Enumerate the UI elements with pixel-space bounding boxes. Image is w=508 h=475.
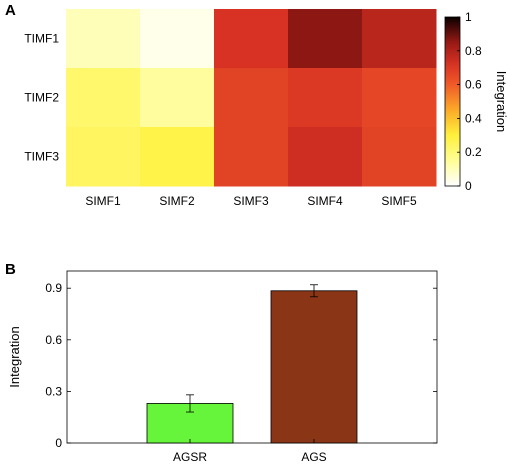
x-tick-label: AGS <box>301 450 326 464</box>
heatmap-y-tick-label: TIMF2 <box>24 91 59 105</box>
heatmap-chart: TIMF1 TIMF2 TIMF3 SIMF1 SIMF2 SIMF3 SIMF4 SIMF5 <box>24 9 437 208</box>
colorbar-tick-label: 0.8 <box>465 44 482 58</box>
bar-chart: 0 0.3 0.6 0.9 AGSR AGS Integration <box>7 270 438 464</box>
colorbar-tick-label: 0.4 <box>465 111 482 125</box>
heatmap-x-tick-label: SIMF3 <box>233 194 269 208</box>
panel-b-label: B <box>5 261 16 278</box>
heatmap-y-tick-label: TIMF1 <box>24 32 59 46</box>
bar <box>270 290 358 444</box>
colorbar-tick-label: 1 <box>465 10 472 24</box>
heatmap-cell <box>288 9 363 69</box>
heatmap-cell <box>288 68 363 128</box>
heatmap-cell <box>362 9 437 69</box>
heatmap-x-tick-label: SIMF4 <box>307 194 343 208</box>
heatmap-cell <box>140 68 215 128</box>
colorbar-bar <box>444 16 461 187</box>
y-axis-label: Integration <box>7 326 22 387</box>
colorbar-tick-label: 0.2 <box>465 145 482 159</box>
heatmap-cell <box>140 127 215 187</box>
heatmap-cell <box>362 127 437 187</box>
heatmap-x-tick-label: SIMF1 <box>85 194 121 208</box>
heatmap-colorbar: 0 0.2 0.4 0.6 0.8 1 Integration <box>444 10 508 193</box>
colorbar-tick-label: 0.6 <box>465 78 482 92</box>
heatmap-x-tick-label: SIMF5 <box>381 194 417 208</box>
colorbar-label: Integration <box>494 71 508 132</box>
heatmap-cell <box>214 68 289 128</box>
y-tick-label: 0 <box>55 436 62 450</box>
heatmap-cell <box>66 127 141 187</box>
heatmap-cell <box>288 127 363 187</box>
heatmap-cell <box>214 127 289 187</box>
panel-a-label: A <box>5 2 16 19</box>
plot-frame <box>66 270 438 444</box>
heatmap-cell <box>66 68 141 128</box>
y-tick-label: 0.9 <box>45 281 62 295</box>
heatmap-cell <box>140 9 215 69</box>
heatmap-x-tick-label: SIMF2 <box>159 194 195 208</box>
y-tick-label: 0.3 <box>45 384 62 398</box>
colorbar-tick-label: 0 <box>465 179 472 193</box>
y-tick-label: 0.6 <box>45 333 62 347</box>
x-tick-label: AGSR <box>173 450 207 464</box>
heatmap-cell <box>214 9 289 69</box>
heatmap-y-tick-label: TIMF3 <box>24 150 59 164</box>
heatmap-cell <box>66 9 141 69</box>
heatmap-cell <box>362 68 437 128</box>
